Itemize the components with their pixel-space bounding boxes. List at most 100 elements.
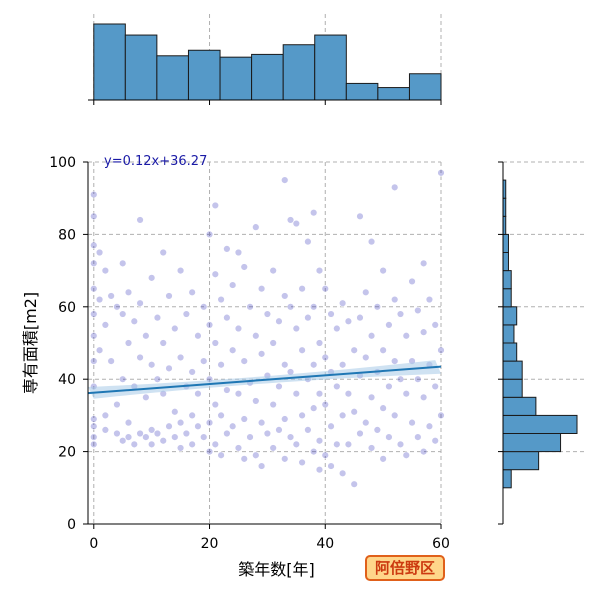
scatter-point bbox=[159, 248, 167, 257]
y-tick-label: 100 bbox=[49, 155, 76, 171]
scatter-point bbox=[367, 332, 376, 340]
regression-equation: y=0.12x+36.27 bbox=[104, 154, 207, 169]
scatter-point bbox=[286, 216, 295, 224]
scatter-point bbox=[147, 426, 156, 434]
scatter-point bbox=[286, 433, 295, 441]
right-histogram-bar bbox=[502, 342, 518, 362]
right-histogram-bar bbox=[502, 396, 537, 416]
scatter-point bbox=[315, 466, 324, 474]
scatter-point bbox=[257, 350, 266, 358]
scatter-point bbox=[367, 393, 376, 401]
scatter-point bbox=[153, 429, 162, 438]
scatter-point bbox=[142, 332, 150, 340]
scatter-point bbox=[269, 400, 277, 409]
top-histogram-bar bbox=[408, 73, 442, 101]
scatter-point bbox=[90, 422, 98, 430]
scatter-point bbox=[396, 440, 405, 449]
scatter-point bbox=[385, 382, 393, 391]
scatter-point bbox=[263, 310, 272, 318]
scatter-point bbox=[124, 288, 133, 297]
scatter-point bbox=[309, 447, 318, 456]
scatter-point bbox=[281, 361, 289, 369]
scatter-point bbox=[200, 303, 208, 311]
scatter-point bbox=[408, 277, 416, 286]
scatter-point bbox=[217, 411, 225, 420]
scatter-point bbox=[90, 357, 98, 365]
scatter-point bbox=[304, 237, 312, 246]
scatter-point bbox=[379, 404, 387, 412]
scatter-point bbox=[194, 389, 202, 398]
scatter-point bbox=[223, 245, 231, 253]
scatter-point bbox=[240, 357, 248, 365]
right-histogram-bar bbox=[502, 414, 578, 434]
scatter-point bbox=[367, 444, 376, 452]
scatter-point bbox=[298, 411, 306, 420]
scatter-point bbox=[171, 408, 179, 416]
scatter-point bbox=[419, 447, 428, 456]
scatter-point bbox=[402, 332, 410, 340]
ward-badge: 阿倍野区 bbox=[365, 555, 445, 581]
scatter-point bbox=[292, 440, 301, 449]
scatter-point bbox=[153, 313, 162, 322]
scatter-point bbox=[159, 339, 167, 347]
scatter-point bbox=[165, 422, 173, 430]
scatter-point bbox=[113, 303, 121, 311]
scatter-point bbox=[391, 357, 399, 365]
scatter-point bbox=[246, 433, 254, 441]
scatter-point bbox=[321, 400, 329, 409]
scatter-point bbox=[391, 183, 399, 192]
scatter-point bbox=[119, 310, 127, 318]
y-tick-label: 80 bbox=[58, 227, 76, 243]
scatter-point bbox=[408, 418, 416, 427]
scatter-point bbox=[275, 317, 283, 325]
top-histogram-bar bbox=[282, 44, 316, 101]
scatter-point bbox=[171, 433, 179, 441]
scatter-point bbox=[200, 357, 208, 365]
scatter-point bbox=[142, 393, 150, 401]
scatter-point bbox=[188, 368, 196, 376]
right-histogram-bar bbox=[502, 288, 512, 308]
scatter-point bbox=[194, 422, 202, 430]
scatter-point bbox=[194, 332, 202, 340]
scatter-point bbox=[90, 190, 98, 199]
scatter-point bbox=[252, 332, 260, 340]
scatter-point bbox=[286, 303, 295, 311]
scatter-point bbox=[252, 397, 260, 405]
scatter-point bbox=[136, 353, 144, 362]
scatter-point bbox=[373, 303, 382, 311]
scatter-point bbox=[419, 393, 428, 401]
scatter-point bbox=[338, 361, 347, 369]
scatter-point bbox=[90, 310, 98, 318]
top-histogram-bar bbox=[124, 34, 158, 101]
scatter-point bbox=[188, 411, 196, 420]
scatter-point bbox=[147, 440, 156, 449]
scatter-point bbox=[90, 241, 98, 249]
scatter-point bbox=[171, 324, 179, 333]
scatter-point bbox=[402, 389, 410, 398]
scatter-point bbox=[356, 313, 364, 322]
scatter-point bbox=[338, 299, 347, 307]
scatter-point bbox=[362, 353, 370, 362]
scatter-point bbox=[396, 375, 405, 383]
scatter-point bbox=[309, 361, 318, 369]
scatter-point bbox=[281, 292, 289, 300]
scatter-point bbox=[205, 418, 214, 427]
scatter-point bbox=[95, 295, 104, 304]
right-histogram bbox=[502, 179, 578, 489]
scatter-point bbox=[211, 400, 220, 409]
scatter-point bbox=[223, 429, 231, 438]
scatter-point bbox=[344, 440, 353, 449]
scatter-point bbox=[333, 382, 341, 391]
top-histogram-bar bbox=[156, 55, 189, 101]
scatter-point bbox=[304, 313, 312, 322]
scatter-point bbox=[205, 447, 214, 456]
scatter-point bbox=[292, 389, 301, 398]
scatter-point bbox=[90, 285, 98, 293]
scatter-point bbox=[147, 274, 156, 282]
scatter-point bbox=[119, 375, 127, 383]
scatter-point bbox=[90, 415, 98, 423]
scatter-point bbox=[90, 433, 98, 441]
top-histogram-bar bbox=[251, 53, 284, 101]
scatter-point bbox=[188, 288, 196, 297]
